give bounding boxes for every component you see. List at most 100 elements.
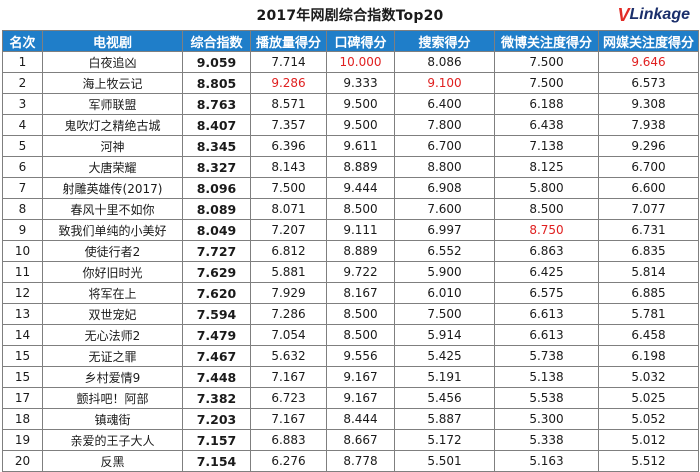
cell-search: 6.010: [394, 282, 495, 304]
cell-reputation: 8.889: [326, 240, 395, 262]
cell-rank: 13: [2, 303, 43, 325]
cell-reputation: 9.111: [326, 219, 395, 241]
cell-reputation: 9.167: [326, 366, 395, 388]
cell-webmedia: 6.458: [598, 324, 699, 346]
cell-search: 5.887: [394, 408, 495, 430]
cell-search: 5.191: [394, 366, 495, 388]
cell-reputation: 8.444: [326, 408, 395, 430]
cell-play: 7.207: [250, 219, 327, 241]
cell-weibo: 7.138: [494, 135, 599, 157]
cell-rank: 19: [2, 429, 43, 451]
cell-weibo: 7.500: [494, 51, 599, 73]
cell-drama: 无证之罪: [42, 345, 183, 367]
cell-rank: 5: [2, 135, 43, 157]
cell-play: 7.054: [250, 324, 327, 346]
cell-play: 7.167: [250, 408, 327, 430]
cell-reputation: 8.500: [326, 324, 395, 346]
cell-weibo: 8.125: [494, 156, 599, 178]
cell-drama: 镇魂街: [42, 408, 183, 430]
cell-composite: 7.154: [182, 450, 251, 472]
cell-search: 5.425: [394, 345, 495, 367]
table-row: 15 乡村爱情9 7.448 7.167 9.167 5.191 5.138 5.032: [2, 366, 699, 388]
cell-rank: 11: [2, 261, 43, 283]
cell-webmedia: 5.781: [598, 303, 699, 325]
logo-wordmark: Linkage: [629, 6, 690, 23]
cell-reputation: 8.500: [326, 303, 395, 325]
cell-reputation: 9.556: [326, 345, 395, 367]
cell-play: 7.714: [250, 51, 327, 73]
column-header-weibo: 微博关注度得分: [494, 30, 599, 52]
cell-webmedia: 5.512: [598, 450, 699, 472]
cell-weibo: 6.575: [494, 282, 599, 304]
cell-drama: 鬼吹灯之精绝古城: [42, 114, 183, 136]
cell-webmedia: 5.052: [598, 408, 699, 430]
cell-drama: 大唐荣耀: [42, 156, 183, 178]
table-body: 1 白夜追凶 9.059 7.714 10.000 8.086 7.500 9.646 2 海上牧…: [2, 51, 699, 472]
cell-composite: 7.157: [182, 429, 251, 451]
cell-play: 8.071: [250, 198, 327, 220]
cell-rank: 18: [2, 408, 43, 430]
cell-webmedia: 7.938: [598, 114, 699, 136]
cell-search: 8.800: [394, 156, 495, 178]
cell-rank: 6: [2, 156, 43, 178]
cell-drama: 白夜追凶: [42, 51, 183, 73]
cell-composite: 7.727: [182, 240, 251, 262]
cell-reputation: 10.000: [326, 51, 395, 73]
cell-weibo: 5.138: [494, 366, 599, 388]
cell-webmedia: 5.012: [598, 429, 699, 451]
column-header-composite: 综合指数: [182, 30, 251, 52]
table-row: 17 颤抖吧！阿部 7.382 6.723 9.167 5.456 5.538 5.025: [2, 387, 699, 409]
cell-play: 8.571: [250, 93, 327, 115]
cell-weibo: 6.613: [494, 324, 599, 346]
cell-play: 7.167: [250, 366, 327, 388]
cell-webmedia: 6.198: [598, 345, 699, 367]
table-row: 7 射雕英雄传(2017) 8.096 7.500 9.444 6.908 5.800 6.6…: [2, 177, 699, 199]
cell-weibo: 5.538: [494, 387, 599, 409]
table-row: 12 将军在上 7.620 7.929 8.167 6.010 6.575 6.885: [2, 282, 699, 304]
cell-play: 5.632: [250, 345, 327, 367]
cell-weibo: 8.750: [494, 219, 599, 241]
table-row: 14 无心法师2 7.479 7.054 8.500 5.914 6.613 6.458: [2, 324, 699, 346]
cell-rank: 7: [2, 177, 43, 199]
cell-webmedia: 9.296: [598, 135, 699, 157]
cell-drama: 反黑: [42, 450, 183, 472]
ranking-table-page: 2017年网剧综合指数Top20 V Linkage 名次 电视剧 综合指数 播放量得分…: [2, 5, 699, 472]
cell-drama: 海上牧云记: [42, 72, 183, 94]
cell-webmedia: 6.573: [598, 72, 699, 94]
cell-weibo: 5.163: [494, 450, 599, 472]
cell-rank: 15: [2, 345, 43, 367]
cell-reputation: 8.167: [326, 282, 395, 304]
table-row: 20 反黑 7.154 6.276 8.778 5.501 5.163 5.512: [2, 450, 699, 472]
cell-reputation: 8.667: [326, 429, 395, 451]
column-header-reputation: 口碑得分: [326, 30, 395, 52]
cell-reputation: 9.500: [326, 114, 395, 136]
cell-search: 6.700: [394, 135, 495, 157]
column-header-webmedia: 网媒关注度得分: [598, 30, 699, 52]
cell-search: 6.400: [394, 93, 495, 115]
table-row: 13 双世宠妃 7.594 7.286 8.500 7.500 6.613 5.781: [2, 303, 699, 325]
cell-reputation: 8.778: [326, 450, 395, 472]
cell-play: 6.276: [250, 450, 327, 472]
cell-drama: 河神: [42, 135, 183, 157]
cell-search: 5.172: [394, 429, 495, 451]
cell-play: 7.357: [250, 114, 327, 136]
cell-search: 7.500: [394, 303, 495, 325]
cell-composite: 8.345: [182, 135, 251, 157]
cell-search: 6.552: [394, 240, 495, 262]
cell-weibo: 6.188: [494, 93, 599, 115]
cell-rank: 17: [2, 387, 43, 409]
cell-weibo: 5.800: [494, 177, 599, 199]
column-header-search: 搜索得分: [394, 30, 495, 52]
cell-search: 6.997: [394, 219, 495, 241]
cell-composite: 7.479: [182, 324, 251, 346]
cell-drama: 将军在上: [42, 282, 183, 304]
table-row: 15 无证之罪 7.467 5.632 9.556 5.425 5.738 6.198: [2, 345, 699, 367]
cell-webmedia: 6.885: [598, 282, 699, 304]
cell-search: 7.600: [394, 198, 495, 220]
cell-weibo: 6.425: [494, 261, 599, 283]
cell-drama: 无心法师2: [42, 324, 183, 346]
cell-play: 6.396: [250, 135, 327, 157]
cell-rank: 1: [2, 51, 43, 73]
cell-reputation: 8.500: [326, 198, 395, 220]
cell-composite: 8.049: [182, 219, 251, 241]
